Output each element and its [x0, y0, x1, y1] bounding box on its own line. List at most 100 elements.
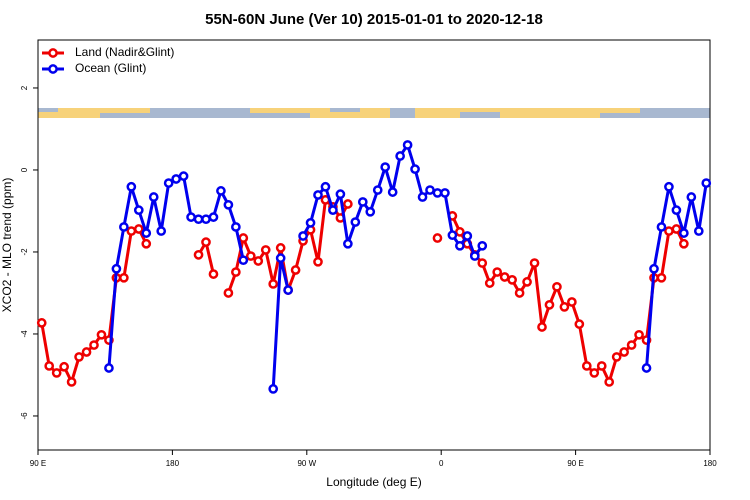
data-point: [193, 214, 204, 225]
data-point: [425, 185, 435, 195]
data-point: [208, 212, 219, 222]
data-point: [514, 288, 525, 298]
map-strip: [38, 108, 710, 118]
y-axis-label: XCO2 - MLO trend (ppm): [0, 178, 14, 313]
data-point: [701, 178, 712, 188]
data-point: [96, 329, 107, 340]
data-point: [66, 377, 77, 387]
data-point: [253, 256, 264, 266]
data-point: [455, 240, 465, 251]
data-point: [477, 258, 488, 268]
data-point: [275, 243, 286, 253]
y-tick-label: -6: [20, 412, 29, 420]
data-point: [208, 269, 219, 279]
data-point: [59, 361, 69, 372]
data-point: [111, 263, 122, 274]
legend-label: Ocean (Glint): [75, 61, 146, 75]
data-point: [664, 226, 674, 236]
data-point: [552, 281, 562, 292]
data-point: [290, 265, 301, 275]
data-point: [36, 318, 47, 328]
data-point: [410, 164, 420, 174]
data-point: [559, 302, 570, 312]
x-tick-label: 0: [439, 459, 444, 468]
data-point: [604, 377, 615, 387]
data-point: [499, 272, 510, 282]
data-point: [440, 188, 450, 198]
y-tick-label: -4: [20, 330, 29, 338]
data-point: [686, 192, 697, 202]
data-point: [156, 226, 167, 236]
data-point: [133, 224, 144, 234]
data-point: [656, 222, 667, 232]
data-point: [163, 178, 174, 188]
data-point: [283, 285, 293, 295]
data-point: [44, 361, 55, 371]
data-point: [462, 231, 473, 241]
data-point: [611, 352, 622, 362]
data-point: [320, 181, 331, 192]
data-point: [231, 267, 241, 277]
x-tick-label: 180: [703, 459, 717, 468]
data-point: [126, 226, 137, 236]
x-tick-label: 180: [166, 459, 180, 468]
data-point: [223, 199, 234, 210]
data-point: [492, 267, 503, 277]
series-line: [107, 174, 245, 369]
data-point: [432, 233, 443, 243]
data-point: [447, 230, 458, 241]
data-point: [656, 272, 667, 283]
data-point: [671, 224, 682, 234]
data-point: [186, 212, 196, 222]
data-point: [372, 185, 383, 195]
data-point: [141, 238, 152, 249]
data-point: [380, 162, 391, 172]
data-point: [596, 361, 607, 371]
data-point: [223, 288, 234, 298]
data-point: [343, 199, 353, 209]
legend-marker: [48, 48, 58, 58]
data-point: [649, 263, 659, 274]
data-point: [313, 190, 323, 200]
data-point: [298, 231, 308, 241]
data-point: [477, 240, 488, 251]
data-point: [641, 363, 652, 373]
data-point: [89, 340, 99, 350]
data-point: [119, 272, 129, 283]
data-point: [305, 218, 316, 228]
data-point: [679, 228, 689, 238]
data-point: [417, 192, 428, 202]
data-point: [634, 329, 644, 340]
data-point: [626, 340, 637, 350]
data-point: [619, 347, 629, 357]
data-point: [335, 189, 346, 200]
data-point: [350, 217, 361, 227]
data-point: [171, 174, 181, 184]
data-point: [74, 352, 84, 362]
series-line: [40, 227, 148, 384]
data-point: [245, 251, 256, 261]
x-tick-label: 90 E: [30, 459, 46, 468]
data-point: [402, 140, 413, 150]
data-point: [81, 347, 92, 357]
data-point: [268, 279, 279, 289]
data-point: [522, 277, 532, 287]
plot-frame: [37, 39, 711, 451]
data-point: [469, 251, 480, 261]
data-point: [313, 256, 323, 267]
y-tick-label: -2: [20, 248, 29, 256]
data-point: [574, 319, 585, 329]
data-point: [133, 205, 144, 215]
x-tick-label: 90 W: [297, 459, 316, 468]
data-point: [387, 187, 398, 197]
data-point: [268, 384, 279, 394]
data-point: [104, 363, 114, 373]
data-point: [664, 181, 674, 192]
y-tick-label: 0: [20, 167, 29, 172]
data-point: [484, 278, 495, 288]
data-point: [119, 222, 129, 232]
data-point: [529, 258, 540, 268]
data-point: [395, 151, 405, 161]
data-point: [193, 249, 204, 260]
